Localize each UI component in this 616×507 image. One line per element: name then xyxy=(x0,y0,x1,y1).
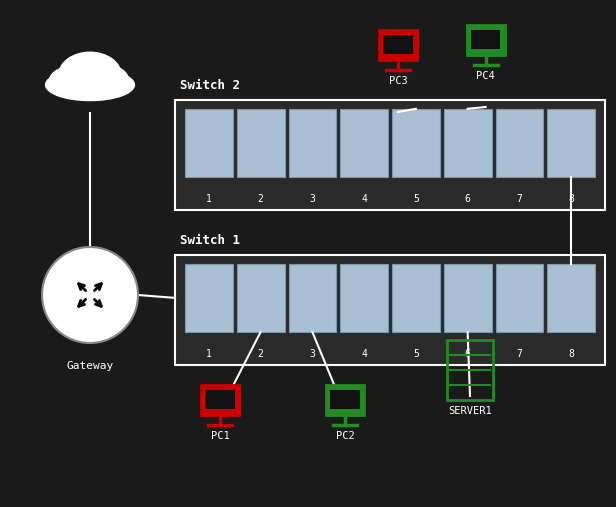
Bar xyxy=(288,109,336,177)
Bar xyxy=(330,389,360,409)
Bar xyxy=(547,109,595,177)
Bar xyxy=(288,264,336,332)
Text: SERVER1: SERVER1 xyxy=(448,406,492,416)
Text: 3: 3 xyxy=(309,194,315,204)
Text: 4: 4 xyxy=(361,194,367,204)
Ellipse shape xyxy=(66,56,100,84)
Bar xyxy=(326,385,364,415)
Bar xyxy=(392,264,440,332)
Text: Switch 2: Switch 2 xyxy=(180,79,240,92)
Ellipse shape xyxy=(82,55,115,81)
Bar xyxy=(175,255,605,365)
Bar xyxy=(185,109,233,177)
Bar xyxy=(467,25,505,55)
Text: 5: 5 xyxy=(413,194,419,204)
Bar xyxy=(205,389,235,409)
Text: PC2: PC2 xyxy=(336,431,354,441)
Bar xyxy=(379,30,417,60)
Text: 2: 2 xyxy=(257,194,264,204)
Text: 6: 6 xyxy=(464,194,471,204)
Text: 6: 6 xyxy=(464,349,471,359)
Text: 8: 8 xyxy=(568,194,574,204)
Text: 5: 5 xyxy=(413,349,419,359)
Ellipse shape xyxy=(46,69,134,100)
Bar xyxy=(237,109,285,177)
Text: 2: 2 xyxy=(257,349,264,359)
Bar xyxy=(447,340,493,400)
Ellipse shape xyxy=(49,67,87,97)
Text: Switch 1: Switch 1 xyxy=(180,234,240,247)
Bar xyxy=(383,34,413,54)
Bar xyxy=(495,264,543,332)
Bar xyxy=(547,264,595,332)
Text: 4: 4 xyxy=(361,349,367,359)
Text: 8: 8 xyxy=(568,349,574,359)
Bar xyxy=(201,385,239,415)
Ellipse shape xyxy=(92,66,128,94)
Circle shape xyxy=(42,247,138,343)
Text: 1: 1 xyxy=(206,349,212,359)
Bar xyxy=(444,109,492,177)
Bar xyxy=(340,264,388,332)
Bar xyxy=(175,100,605,210)
Text: PC4: PC4 xyxy=(476,71,495,81)
Text: 3: 3 xyxy=(309,349,315,359)
Text: PC3: PC3 xyxy=(389,76,407,86)
Bar xyxy=(340,109,388,177)
Text: Gateway: Gateway xyxy=(67,361,113,371)
Bar xyxy=(471,29,500,49)
Text: 7: 7 xyxy=(516,349,522,359)
Ellipse shape xyxy=(59,52,121,98)
Bar xyxy=(444,264,492,332)
Bar xyxy=(392,109,440,177)
Bar xyxy=(495,109,543,177)
Text: 1: 1 xyxy=(206,194,212,204)
Bar xyxy=(185,264,233,332)
Text: PC1: PC1 xyxy=(211,431,229,441)
Text: 7: 7 xyxy=(516,194,522,204)
Bar xyxy=(237,264,285,332)
